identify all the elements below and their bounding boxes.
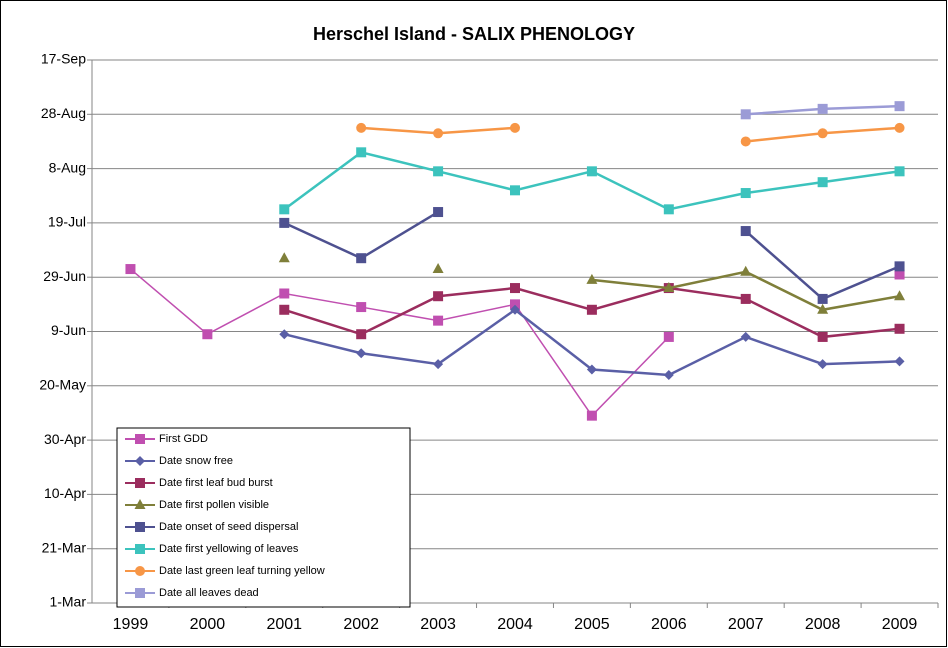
y-tick-label: 28-Aug — [41, 105, 86, 121]
y-tick-label: 19-Jul — [48, 214, 86, 230]
y-tick-label: 1-Mar — [49, 594, 86, 610]
marker — [356, 348, 367, 359]
marker — [279, 217, 290, 228]
marker — [817, 303, 829, 314]
marker — [433, 315, 444, 326]
x-tick-label: 2005 — [574, 616, 610, 633]
marker — [202, 329, 213, 340]
y-tick-label: 9-Jun — [51, 322, 86, 338]
marker — [894, 290, 906, 301]
marker — [278, 252, 290, 263]
marker — [135, 434, 145, 444]
marker — [817, 331, 828, 342]
marker — [433, 207, 444, 218]
y-tick-label: 30-Apr — [44, 431, 86, 447]
marker — [135, 588, 145, 598]
marker — [663, 204, 674, 215]
marker — [433, 166, 444, 177]
marker — [817, 293, 828, 304]
x-tick-label: 2004 — [497, 616, 533, 633]
marker — [663, 282, 675, 293]
legend-label: Date onset of seed dispersal — [159, 521, 298, 533]
chart-title: Herschel Island - SALIX PHENOLOGY — [313, 24, 635, 44]
marker — [740, 293, 751, 304]
y-tick-label: 21-Mar — [42, 539, 87, 555]
marker — [894, 261, 905, 272]
legend-label: Date last green leaf turning yellow — [159, 565, 325, 577]
marker — [125, 264, 136, 275]
marker — [510, 283, 520, 294]
marker — [135, 566, 145, 576]
x-tick-label: 2001 — [266, 616, 302, 633]
marker — [586, 410, 597, 421]
marker — [432, 263, 444, 274]
legend-label: Date first yellowing of leaves — [159, 543, 299, 555]
x-tick-label: 2009 — [882, 616, 918, 633]
marker — [740, 109, 751, 120]
legend-label: Date first pollen visible — [159, 499, 269, 511]
marker — [586, 273, 598, 284]
x-tick-label: 2008 — [805, 616, 841, 633]
legend: First GDD Date snow free Date first leaf b… — [116, 427, 411, 608]
marker — [279, 204, 290, 215]
marker — [356, 147, 367, 158]
x-tick-label: 1999 — [113, 616, 149, 633]
legend-label: Date snow free — [159, 455, 233, 467]
marker — [740, 331, 751, 342]
marker — [586, 364, 597, 375]
y-tick-label: 10-Apr — [44, 485, 86, 501]
marker — [894, 323, 905, 334]
marker — [740, 226, 751, 237]
marker — [356, 253, 367, 264]
x-tick-label: 2003 — [420, 616, 456, 633]
marker — [433, 359, 444, 370]
legend-label: Date all leaves dead — [159, 587, 259, 599]
x-tick-label: 2006 — [651, 616, 687, 633]
marker — [510, 185, 520, 196]
marker — [740, 188, 751, 199]
marker — [279, 304, 290, 315]
marker — [135, 456, 145, 466]
marker — [510, 304, 520, 315]
marker — [817, 359, 828, 370]
marker — [135, 478, 145, 488]
marker — [894, 356, 905, 367]
marker — [510, 299, 520, 310]
marker — [279, 329, 290, 340]
marker — [279, 288, 290, 299]
marker — [356, 122, 367, 133]
marker — [894, 269, 905, 280]
marker — [817, 177, 828, 188]
marker — [433, 128, 444, 139]
marker — [586, 166, 597, 177]
marker — [433, 291, 444, 302]
y-tick-label: 8-Aug — [49, 159, 86, 175]
y-tick-label: 17-Sep — [41, 51, 86, 67]
marker — [894, 166, 905, 177]
x-tick-label: 2002 — [343, 616, 379, 633]
marker — [135, 544, 145, 554]
marker — [894, 122, 905, 133]
y-tick-label: 29-Jun — [43, 268, 86, 284]
x-tick-label: 2000 — [190, 616, 226, 633]
marker — [356, 302, 367, 313]
marker — [817, 128, 828, 139]
marker — [134, 499, 146, 509]
marker — [663, 331, 674, 342]
x-tick-label: 2007 — [728, 616, 764, 633]
legend-label: Date first leaf bud burst — [159, 477, 273, 489]
marker — [663, 369, 674, 380]
marker — [510, 122, 520, 133]
marker — [586, 304, 597, 315]
marker — [740, 136, 751, 147]
marker — [740, 265, 752, 276]
y-tick-label: 20-May — [39, 377, 86, 393]
marker — [894, 101, 905, 112]
marker — [817, 103, 828, 114]
marker — [135, 522, 145, 532]
legend-box — [116, 427, 411, 608]
marker — [356, 329, 367, 340]
legend-label: First GDD — [159, 433, 208, 445]
